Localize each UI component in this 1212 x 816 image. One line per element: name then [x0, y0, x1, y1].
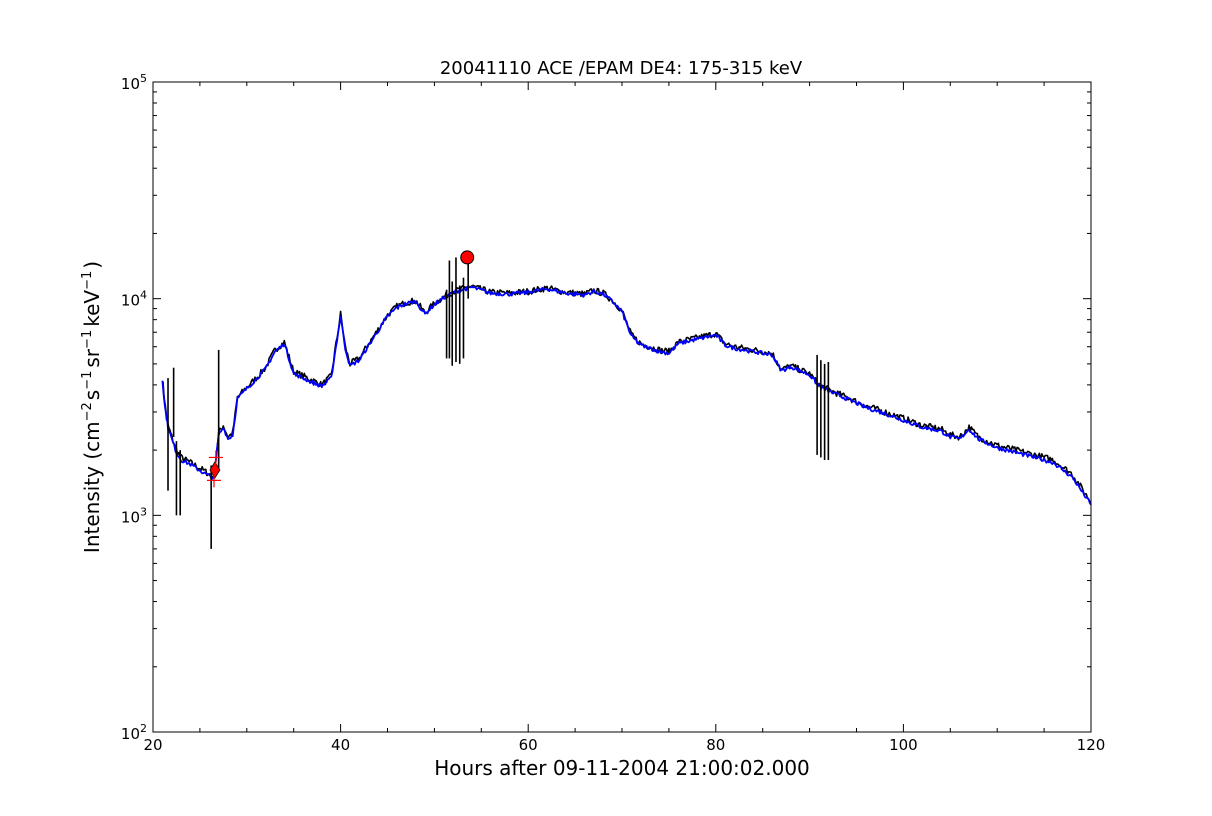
plot-area [161, 250, 1092, 549]
y-tick-label-exp: 5 [140, 72, 147, 85]
y-axis-label-mid2: sr [80, 348, 104, 367]
y-tick-label-base: 10 [121, 75, 140, 93]
y-tick-label-exp: 4 [140, 289, 147, 302]
x-axis-label: Hours after 09-11-2004 21:00:02.000 [434, 756, 810, 780]
y-axis-label-sup4: −1 [80, 271, 95, 290]
x-tick-label: 40 [331, 736, 350, 754]
y-tick-label-exp: 2 [140, 722, 147, 735]
y-tick-label-base: 10 [121, 292, 140, 310]
y-axis-label-mid3: keV [80, 290, 104, 327]
y-axis-label-sup1: −2 [80, 402, 95, 421]
x-tick-label: 20 [143, 736, 162, 754]
y-tick-label-exp: 3 [140, 505, 147, 518]
y-axis-label: Intensity (cm−2s−1sr−1keV−1) [80, 261, 104, 553]
marker-plus-4 [206, 473, 221, 488]
plot-frame [152, 81, 1092, 733]
marker-circle [460, 250, 475, 265]
x-tick-label: 80 [706, 736, 725, 754]
marker-plus-3 [208, 450, 223, 465]
x-tick-label: 100 [889, 736, 918, 754]
chart-title: 20041110 ACE /EPAM DE4: 175-315 keV [440, 58, 803, 79]
x-tick-label: 120 [1077, 736, 1106, 754]
marker-diamond [209, 461, 221, 479]
y-tick-label: 104 [121, 289, 147, 310]
y-axis-label-sup2: −1 [80, 371, 95, 390]
y-tick-label-base: 10 [121, 725, 140, 743]
y-axis-label-mid1: s [80, 390, 104, 400]
y-tick-label: 103 [121, 505, 147, 526]
y-tick-label: 102 [121, 722, 147, 743]
y-axis-label-suffix: ) [80, 261, 104, 269]
x-tick-label: 60 [519, 736, 538, 754]
y-tick-label: 105 [121, 72, 147, 93]
y-axis-label-prefix: Intensity (cm [80, 421, 104, 553]
y-tick-label-base: 10 [121, 508, 140, 526]
x-axis: 20 40 60 80 100 120 [143, 82, 1105, 754]
series-line-2 [161, 285, 1092, 506]
series-line-1 [161, 284, 1092, 503]
y-axis-label-sup3: −1 [80, 330, 95, 349]
